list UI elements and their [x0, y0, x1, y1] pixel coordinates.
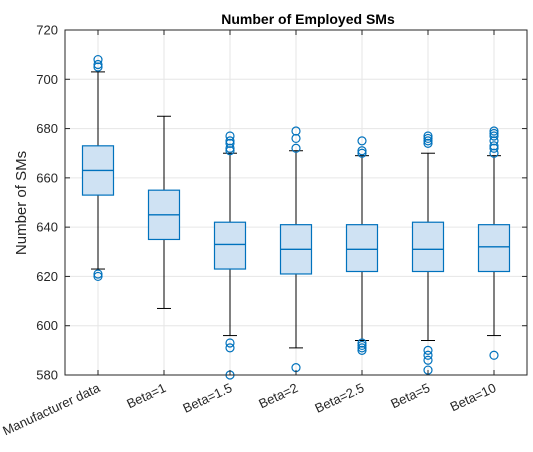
box-group: [477, 126, 511, 360]
chart-title: Number of Employed SMs: [221, 11, 395, 27]
iqr-box: [213, 221, 247, 270]
outlier-point: [291, 126, 301, 136]
outlier-point: [225, 343, 235, 353]
y-tick-label: 720: [36, 23, 58, 38]
outlier-point: [357, 345, 367, 355]
y-axis-label: Number of SMs: [13, 151, 30, 255]
box-group: [213, 131, 247, 380]
outlier-point: [225, 146, 235, 156]
y-tick-label: 620: [36, 269, 58, 284]
outlier-point: [225, 143, 235, 153]
outlier-point: [93, 54, 103, 65]
box-group: [345, 136, 379, 355]
outlier-point: [423, 138, 433, 148]
box-group: [81, 54, 115, 282]
outlier-point: [357, 340, 367, 351]
box-group: [147, 115, 181, 309]
box-series: [81, 54, 511, 380]
outlier-point: [93, 62, 103, 72]
outlier-point: [489, 141, 499, 151]
outlier-point: [93, 271, 103, 282]
outlier-point: [423, 131, 433, 141]
iqr-box: [411, 221, 445, 273]
outlier-point: [225, 131, 235, 141]
outlier-point: [489, 136, 499, 146]
y-tick-label: 600: [36, 318, 58, 333]
outlier-point: [489, 143, 499, 153]
y-tick-label: 660: [36, 170, 58, 185]
outlier-point: [489, 126, 499, 136]
outlier-point: [357, 148, 367, 158]
outlier-point: [357, 146, 367, 156]
iqr-box: [345, 224, 379, 273]
outlier-point: [225, 138, 235, 148]
outlier-point: [423, 350, 433, 360]
outlier-point: [291, 133, 301, 144]
outlier-point: [423, 345, 433, 355]
outlier-point: [357, 343, 367, 353]
outlier-point: [225, 136, 235, 146]
outlier-point: [423, 133, 433, 144]
y-tick-label: 680: [36, 121, 58, 136]
outlier-point: [357, 136, 367, 146]
y-tick-label: 700: [36, 72, 58, 87]
iqr-box: [477, 224, 511, 273]
outlier-point: [489, 350, 499, 360]
outlier-point: [93, 59, 103, 70]
y-tick-label: 640: [36, 220, 58, 235]
outlier-point: [357, 338, 367, 348]
outlier-point: [225, 338, 235, 348]
y-tick-label: 580: [36, 368, 58, 383]
box-group: [279, 126, 313, 373]
box-group: [411, 131, 445, 375]
outlier-point: [423, 355, 433, 365]
outlier-point: [489, 131, 499, 141]
outlier-point: [489, 128, 499, 139]
outlier-point: [423, 136, 433, 146]
outlier-point: [489, 148, 499, 158]
outlier-point: [93, 269, 103, 279]
outlier-point: [291, 143, 301, 153]
